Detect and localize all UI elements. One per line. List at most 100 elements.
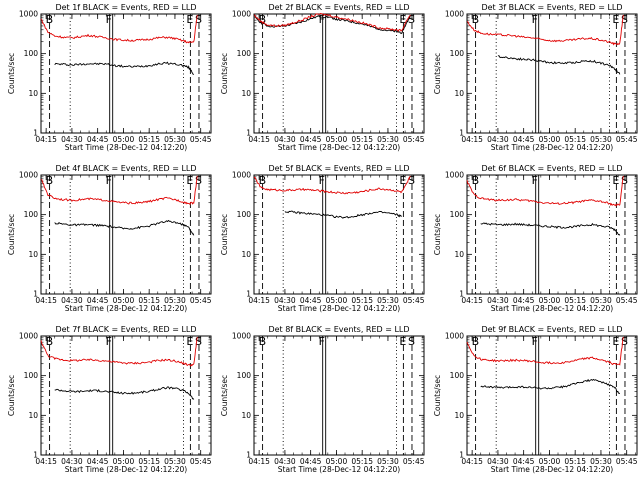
y-tick-label: 1 bbox=[246, 290, 251, 299]
y-tick-label: 10 bbox=[454, 89, 464, 98]
x-tick-label: 05:00 bbox=[326, 296, 348, 305]
marker-label-F: F bbox=[106, 335, 112, 348]
x-tick-label: 05:30 bbox=[164, 135, 186, 144]
series-events-line bbox=[480, 222, 621, 236]
plot-title: Det 2f BLACK = Events, RED = LLD bbox=[268, 3, 409, 12]
marker-label-S: S bbox=[408, 335, 415, 348]
marker-label-B: B bbox=[46, 13, 54, 26]
plot-title: Det 9f BLACK = Events, RED = LLD bbox=[481, 325, 622, 334]
x-tick-label: 04:15 bbox=[248, 457, 270, 466]
series-events-line bbox=[253, 14, 411, 35]
plot-title: Det 6f BLACK = Events, RED = LLD bbox=[481, 164, 622, 173]
y-tick-label: 1000 bbox=[19, 10, 38, 19]
x-tick-label: 04:30 bbox=[61, 135, 83, 144]
y-tick-label: 1000 bbox=[232, 10, 251, 19]
y-axis-label: Counts/sec bbox=[220, 375, 229, 416]
series-events-line bbox=[497, 55, 621, 75]
y-axis-label: Counts/sec bbox=[220, 214, 229, 255]
y-tick-label: 100 bbox=[450, 49, 465, 58]
y-tick-label: 100 bbox=[24, 371, 39, 380]
series-lld-line bbox=[466, 175, 624, 207]
x-tick-label: 05:15 bbox=[564, 457, 586, 466]
x-tick-label: 05:00 bbox=[113, 296, 135, 305]
marker-label-B: B bbox=[259, 174, 267, 187]
series-lld-line bbox=[466, 336, 624, 366]
y-tick-label: 10 bbox=[28, 411, 38, 420]
x-tick-label: 05:45 bbox=[616, 296, 638, 305]
y-tick-label: 1000 bbox=[232, 171, 251, 180]
x-tick-label: 04:15 bbox=[461, 296, 483, 305]
detector-plot-5: Det 5f BLACK = Events, RED = LLD 1 10 100 10… bbox=[220, 164, 425, 313]
x-tick-label: 04:45 bbox=[513, 457, 535, 466]
x-tick-label: 05:15 bbox=[351, 296, 373, 305]
y-tick-label: 10 bbox=[28, 89, 38, 98]
marker-label-B: B bbox=[259, 335, 267, 348]
x-tick-label: 05:30 bbox=[590, 457, 612, 466]
y-tick-label: 10 bbox=[241, 89, 251, 98]
x-tick-label: 04:30 bbox=[487, 296, 509, 305]
marker-label-F: F bbox=[532, 335, 538, 348]
x-axis-label: Start Time (28-Dec-12 04:12:20) bbox=[278, 465, 400, 474]
detector-plot-9: Det 9f BLACK = Events, RED = LLD 1 10 100 10… bbox=[433, 325, 638, 474]
x-tick-label: 04:30 bbox=[61, 457, 83, 466]
x-tick-label: 04:45 bbox=[87, 457, 109, 466]
x-tick-label: 05:00 bbox=[326, 135, 348, 144]
x-tick-label: 04:15 bbox=[248, 135, 270, 144]
x-tick-label: 05:30 bbox=[590, 135, 612, 144]
y-tick-label: 10 bbox=[454, 250, 464, 259]
marker-label-F: F bbox=[319, 13, 325, 26]
x-tick-label: 05:00 bbox=[113, 135, 135, 144]
y-tick-label: 1000 bbox=[445, 332, 464, 341]
y-tick-label: 1 bbox=[246, 129, 251, 138]
x-tick-label: 05:15 bbox=[351, 457, 373, 466]
plot-title: Det 8f BLACK = Events, RED = LLD bbox=[268, 325, 409, 334]
plot-title: Det 1f BLACK = Events, RED = LLD bbox=[55, 3, 196, 12]
x-tick-label: 05:45 bbox=[190, 296, 212, 305]
x-tick-label: 05:30 bbox=[377, 135, 399, 144]
detector-plot-4: Det 4f BLACK = Events, RED = LLD 1 10 100 10… bbox=[7, 164, 212, 313]
x-tick-label: 04:45 bbox=[87, 135, 109, 144]
x-axis-label: Start Time (28-Dec-12 04:12:20) bbox=[278, 304, 400, 313]
y-tick-label: 1 bbox=[246, 451, 251, 460]
x-tick-label: 04:30 bbox=[274, 296, 296, 305]
x-tick-label: 05:15 bbox=[351, 135, 373, 144]
y-axis-label: Counts/sec bbox=[7, 53, 16, 94]
y-tick-label: 100 bbox=[24, 210, 39, 219]
x-tick-label: 05:15 bbox=[564, 135, 586, 144]
marker-label-E: E bbox=[612, 335, 619, 348]
y-axis-label: Counts/sec bbox=[433, 375, 442, 416]
series-events-line bbox=[54, 386, 195, 400]
y-axis-label: Counts/sec bbox=[7, 375, 16, 416]
marker-label-S: S bbox=[621, 13, 628, 26]
series-events-line bbox=[54, 61, 194, 75]
marker-label-S: S bbox=[621, 174, 628, 187]
x-tick-label: 04:30 bbox=[487, 135, 509, 144]
marker-label-S: S bbox=[195, 174, 202, 187]
y-tick-label: 1 bbox=[33, 451, 38, 460]
y-tick-label: 1 bbox=[459, 451, 464, 460]
x-tick-label: 05:45 bbox=[403, 296, 425, 305]
x-tick-label: 05:45 bbox=[616, 135, 638, 144]
plot-frame bbox=[40, 13, 212, 134]
y-tick-label: 100 bbox=[24, 49, 39, 58]
y-tick-label: 100 bbox=[450, 371, 465, 380]
marker-label-B: B bbox=[259, 13, 267, 26]
detector-plot-1: Det 1f BLACK = Events, RED = LLD 1 10 100 10… bbox=[7, 3, 212, 152]
marker-label-S: S bbox=[195, 335, 202, 348]
x-tick-label: 05:15 bbox=[138, 135, 160, 144]
x-tick-label: 05:45 bbox=[403, 457, 425, 466]
plot-frame bbox=[40, 174, 212, 295]
marker-label-E: E bbox=[612, 174, 619, 187]
x-tick-label: 05:45 bbox=[190, 457, 212, 466]
x-tick-label: 04:30 bbox=[274, 457, 296, 466]
marker-label-F: F bbox=[532, 174, 538, 187]
series-events-line bbox=[284, 210, 402, 219]
marker-label-F: F bbox=[319, 335, 325, 348]
series-lld-line bbox=[467, 14, 624, 46]
x-tick-label: 05:45 bbox=[403, 135, 425, 144]
x-axis-label: Start Time (28-Dec-12 04:12:20) bbox=[491, 304, 613, 313]
x-axis-label: Start Time (28-Dec-12 04:12:20) bbox=[65, 304, 187, 313]
y-tick-label: 1 bbox=[33, 129, 38, 138]
